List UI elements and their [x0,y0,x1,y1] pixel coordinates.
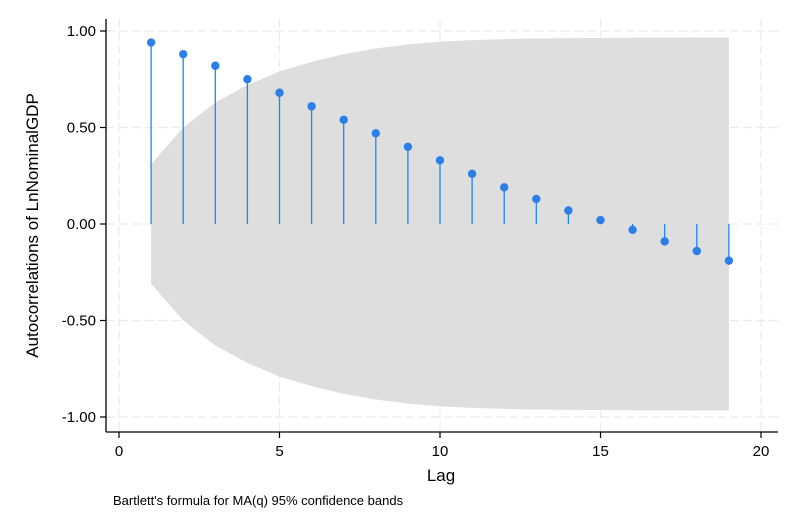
acf-point [307,102,316,111]
confidence-band-note: Bartlett's formula for MA(q) 95% confide… [113,493,404,508]
y-tick-label: 1.00 [67,23,96,40]
acf-point [435,156,445,165]
axes [105,19,778,433]
y-axis-title: Autocorrelations of LnNominalGDP [23,93,42,358]
acf-point [211,61,220,70]
y-tick-label: -1.00 [62,409,96,426]
acf-point [596,215,605,225]
x-tick-label: 20 [753,443,770,460]
acf-point [339,115,348,124]
y-tick-label: 0.00 [67,216,96,233]
acf-point [692,246,701,256]
acf-point [243,75,252,84]
acf-point [275,88,284,97]
autocorrelation-series [146,38,734,265]
x-axis-title: Lag [427,466,455,485]
acf-point [532,194,541,204]
y-tick-label: 0.50 [67,120,96,137]
x-tick-label: 0 [115,443,123,460]
acf-point [371,129,380,138]
acf-point [724,256,734,265]
acf-point [403,142,413,151]
x-tick-label: 15 [592,443,609,460]
tick-labels: -1.00 -0.50 0.00 0.50 1.00 0 5 10 15 20 [62,23,770,460]
acf-point [500,183,509,192]
acf-point [146,38,156,47]
y-tick-label: -0.50 [62,313,96,330]
acf-point [179,49,188,59]
acf-point [467,169,477,179]
x-tick-label: 10 [432,443,449,460]
acf-point [660,237,669,246]
acf-point [564,206,573,215]
acf-point [628,225,637,234]
x-tick-label: 5 [275,443,283,460]
